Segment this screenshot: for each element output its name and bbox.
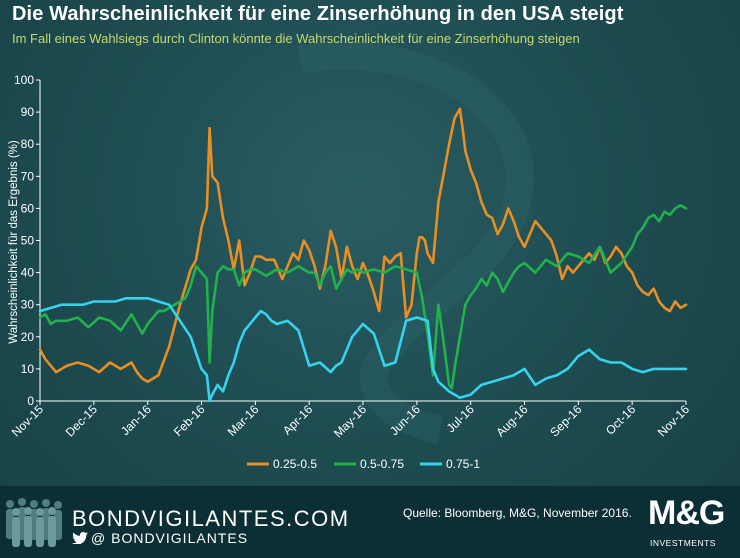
legend-label-0.75-1: 0.75-1: [446, 457, 480, 471]
legend: 0.25-0.5 0.5-0.75 0.75-1: [247, 457, 480, 471]
series-line-0.5-0.75: [38, 203, 688, 390]
y-tick-label: 40: [21, 266, 35, 280]
series-lines: [38, 107, 688, 403]
x-tick-label: Aug-16: [493, 402, 530, 439]
y-tick-label: 60: [21, 201, 35, 215]
y-tick-label: 80: [21, 137, 35, 151]
logo-text: M&G: [648, 494, 725, 532]
mg-logo: M&G INVESTMENTS: [634, 488, 740, 558]
x-tick-label: Sep-16: [547, 402, 584, 439]
y-tick-label: 70: [21, 169, 35, 183]
x-tick-label: Dec-15: [63, 402, 100, 439]
social-handle[interactable]: @ BONDVIGILANTES: [72, 530, 248, 546]
legend-label-0.25-0.5: 0.25-0.5: [273, 457, 317, 471]
legend-label-0.5-0.75: 0.5-0.75: [360, 457, 404, 471]
y-axis-label: Wahrscheinlichkeit für das Ergebnis (%): [8, 140, 20, 344]
x-tick-label: Jul-16: [444, 402, 477, 435]
series-line-0.75-1: [38, 296, 688, 403]
y-tick-label: 0: [27, 394, 34, 408]
x-tick-label: May-16: [331, 402, 369, 440]
footer-bar: [0, 486, 740, 558]
x-tick-label: Feb-16: [171, 402, 208, 439]
y-tick-label: 50: [21, 234, 35, 248]
y-tick-label: 100: [14, 73, 34, 87]
people-silhouettes-icon: [6, 498, 62, 547]
x-tick-label: Jan-16: [118, 402, 154, 438]
x-tick-label: Oct-16: [603, 402, 639, 438]
series-line-0.25-0.5: [38, 107, 688, 384]
twitter-icon: [72, 532, 88, 544]
axes: [39, 80, 686, 402]
logo-subtext: INVESTMENTS: [650, 538, 716, 548]
chart-title: Die Wahrscheinlichkeit für eine Zinserhö…: [12, 3, 624, 25]
source-note: Quelle: Bloomberg, M&G, November 2016.: [403, 506, 632, 520]
y-tick-label: 90: [21, 105, 35, 119]
handle-text: BONDVIGILANTES: [111, 530, 249, 546]
y-tick-label: 20: [21, 330, 35, 344]
x-tick-label: Nov-16: [655, 402, 692, 439]
chart-subtitle: Im Fall eines Wahlsiegs durch Clinton kö…: [12, 31, 580, 46]
x-tick-label: Mar-16: [225, 402, 262, 439]
y-tick-label: 30: [21, 298, 35, 312]
x-axis-ticks: Nov-15 Dec-15 Jan-16 Feb-16 Mar-16 Apr-16 May-…: [9, 401, 692, 440]
y-tick-label: 10: [21, 362, 35, 376]
y-axis-ticks: 0 10 20 30 40 50 60 70 80 90 100: [14, 73, 40, 408]
background-swirl: [297, 41, 535, 444]
handle-prefix: @: [91, 530, 107, 546]
x-tick-label: Apr-16: [280, 402, 316, 438]
brand-name[interactable]: BONDVIGILANTES.COM: [72, 506, 350, 531]
